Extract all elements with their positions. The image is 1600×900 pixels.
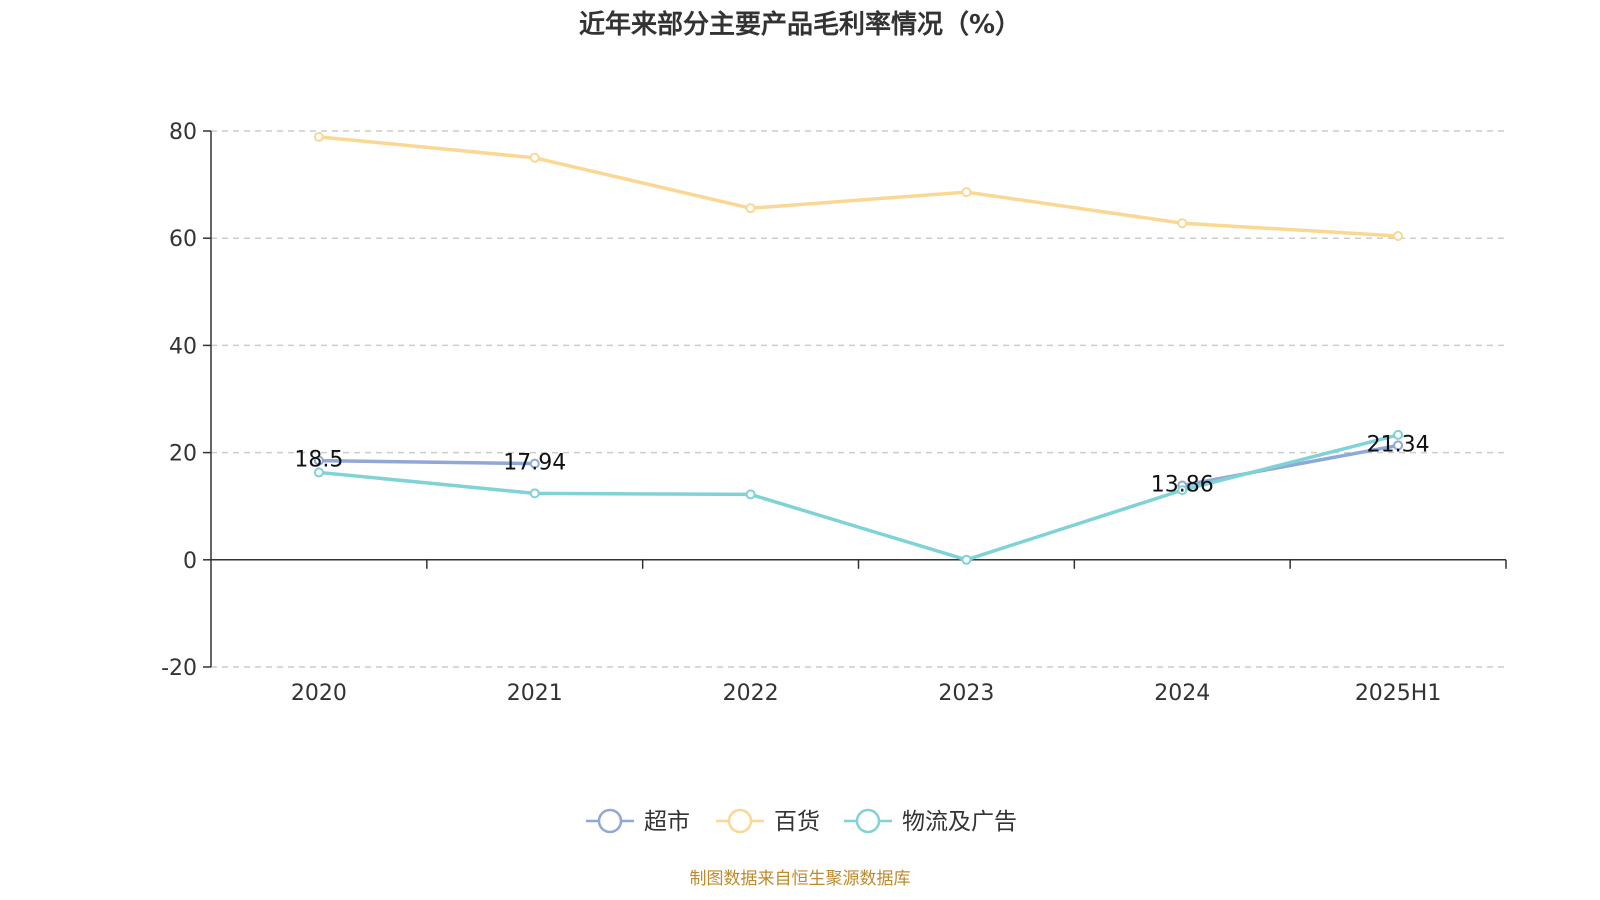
y-tick-label: 80 <box>169 120 197 145</box>
series-2-point <box>961 554 972 565</box>
series-0-line <box>1181 443 1399 488</box>
series-0-group <box>313 440 1404 491</box>
series-1-point <box>745 203 756 214</box>
y-tick-label: 60 <box>169 227 197 252</box>
x-tick-label: 2020 <box>291 681 347 706</box>
source-note: 制图数据来自恒生聚源数据库 <box>690 869 911 889</box>
legend-item[interactable]: 超市 <box>586 808 690 835</box>
series-1-point <box>313 131 324 142</box>
series-0-point <box>313 455 324 466</box>
x-tick-label: 2021 <box>507 681 563 706</box>
series-layer <box>313 131 1404 565</box>
y-tick-label: 20 <box>169 442 197 467</box>
data-label: 21.34 <box>1367 432 1430 457</box>
data-label: 17.94 <box>503 451 566 476</box>
y-tick-label: 0 <box>183 549 197 574</box>
y-tick-label: -20 <box>161 656 197 681</box>
legend-marker-icon <box>597 808 623 834</box>
series-0-line <box>318 458 535 466</box>
series-0-point <box>1393 440 1404 451</box>
series-1-group <box>313 131 1404 242</box>
data-label-layer: 18.5 17.94 13.86 21.34 <box>294 432 1429 497</box>
series-2-point <box>1393 429 1404 440</box>
series-2-point <box>313 467 324 478</box>
series-2-line <box>318 433 1399 562</box>
legend-item[interactable]: 百货 <box>716 808 820 835</box>
x-tick-label: 2022 <box>723 681 779 706</box>
chart-title: 近年来部分主要产品毛利率情况（%） <box>579 9 1021 40</box>
legend-marker-icon <box>727 808 753 834</box>
series-2-point <box>1177 485 1188 496</box>
legend: 超市 百货 物流及广告 <box>586 808 1017 835</box>
series-1-point <box>1393 231 1404 242</box>
series-1-point <box>1177 218 1188 229</box>
legend-label: 百货 <box>774 809 820 835</box>
grid-layer <box>211 130 1506 668</box>
series-1-line <box>318 135 1399 238</box>
x-tick-label: 2023 <box>938 681 994 706</box>
data-label: 13.86 <box>1151 473 1214 498</box>
legend-marker-icon <box>855 808 881 834</box>
series-2-group <box>313 429 1404 565</box>
x-tick-label: 2024 <box>1154 681 1210 706</box>
legend-label: 超市 <box>644 809 690 835</box>
series-2-point <box>529 488 540 499</box>
legend-item[interactable]: 物流及广告 <box>844 808 1017 835</box>
series-0-point <box>529 458 540 469</box>
series-2-point <box>745 489 756 500</box>
series-1-point <box>961 187 972 198</box>
y-tick-label: 40 <box>169 334 197 359</box>
x-tick-label: 2025H1 <box>1355 681 1442 706</box>
legend-label: 物流及广告 <box>902 809 1017 835</box>
series-1-point <box>529 152 540 163</box>
axis-layer: -20 0 20 40 60 80 2020 2021 2022 2023 2024 2025H1 <box>161 120 1507 706</box>
data-label: 18.5 <box>294 448 343 473</box>
